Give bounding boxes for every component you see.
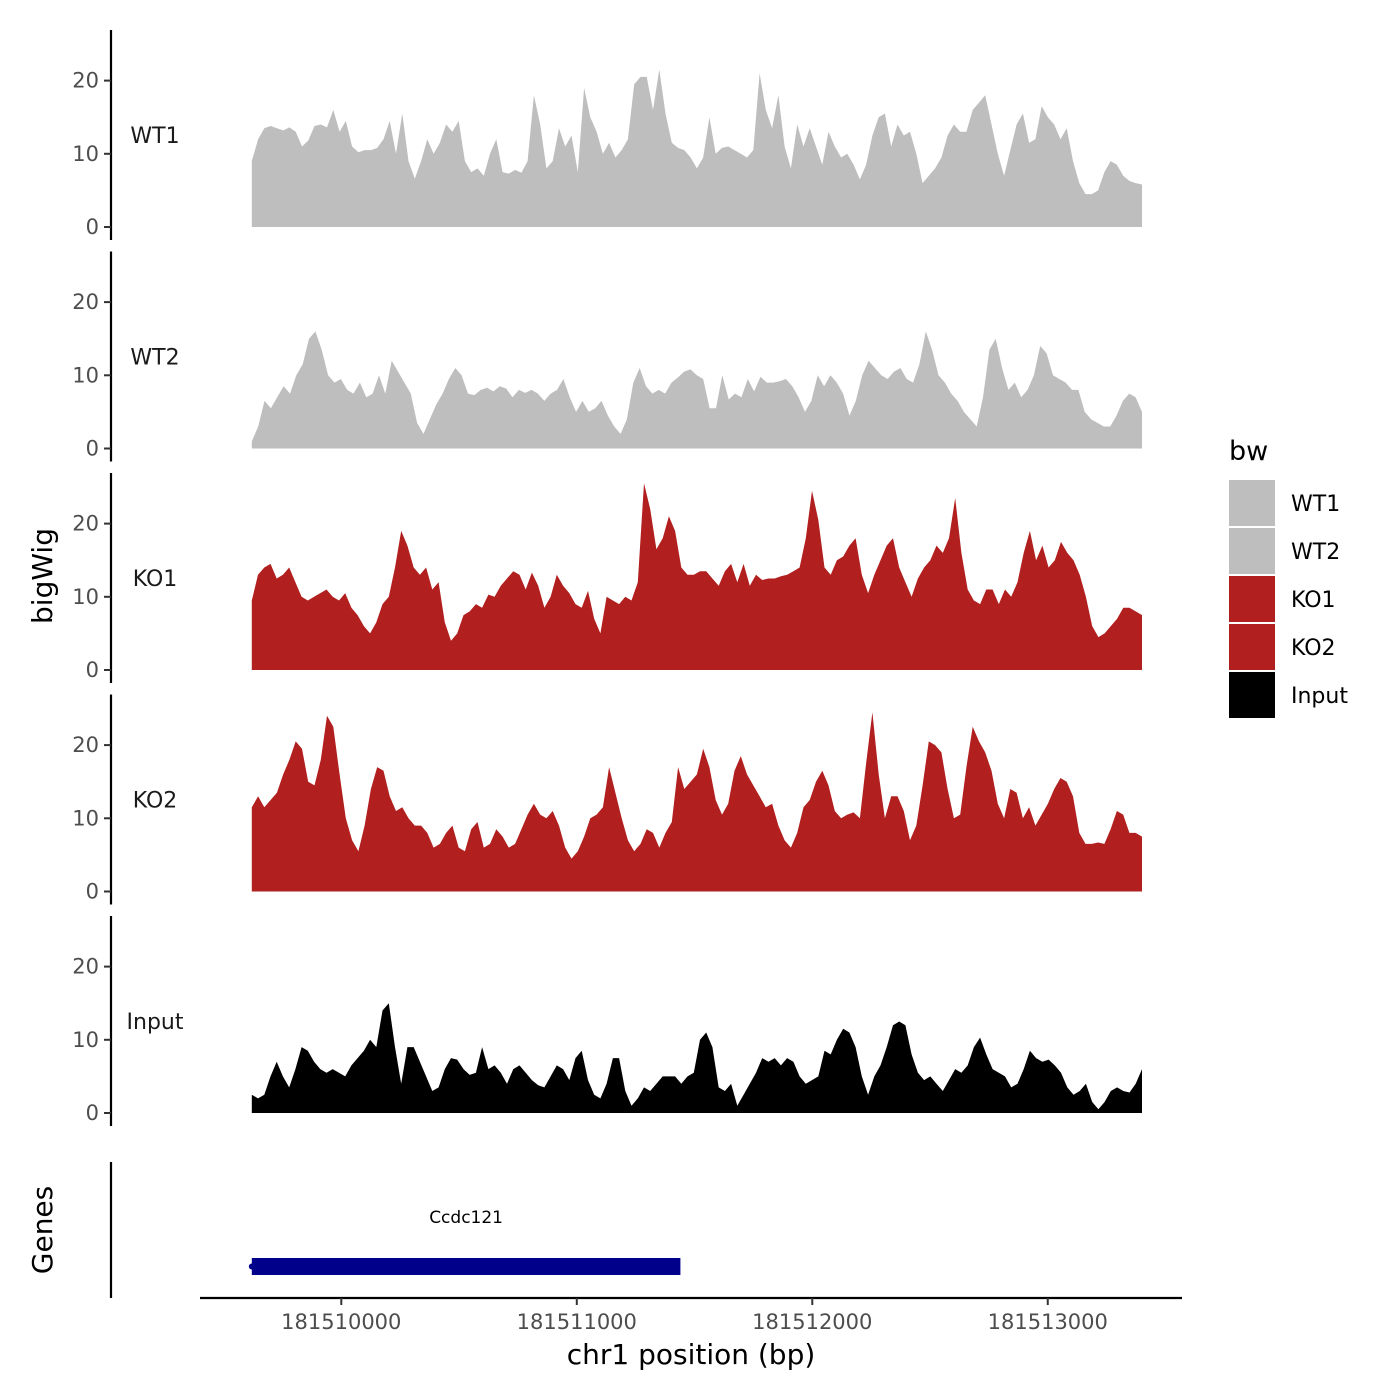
x-tick-label-181512000: 181512000 — [752, 1310, 872, 1334]
y-tick-label-ko1-0: 0 — [86, 658, 99, 682]
track-ko1: 0 10 20 KO1 — [72, 473, 1143, 683]
y-tick-label-wt2-10: 10 — [72, 363, 99, 387]
legend-label-input: Input — [1291, 684, 1348, 709]
genes-axis-label: Genes — [26, 1186, 59, 1274]
track-label-ko1: KO1 — [133, 567, 178, 592]
legend-label-wt2: WT2 — [1291, 540, 1340, 565]
y-tick-label-input-20: 20 — [72, 955, 99, 979]
track-label-wt2: WT2 — [130, 346, 179, 371]
track-label-input: Input — [127, 1010, 184, 1035]
legend-entries: WT1 WT2 KO1 KO2 Input — [1229, 480, 1348, 718]
legend-label-ko2: KO2 — [1291, 636, 1336, 661]
x-axis: 181510000 181511000 181512000 181513000 chr… — [200, 1296, 1182, 1371]
signal-area-wt1 — [251, 69, 1143, 227]
y-tick-label-ko1-10: 10 — [72, 585, 99, 609]
x-tick-label-181510000: 181510000 — [281, 1310, 401, 1334]
track-wt1: 0 10 20 WT1 — [72, 30, 1143, 240]
signal-tracks: 0 10 20 WT1 0 10 20 WT2 0 10 20 KO1 0 10 20 KO2 0 10 20 Inp… — [72, 30, 1143, 1126]
track-label-wt1: WT1 — [130, 124, 179, 149]
legend-label-wt1: WT1 — [1291, 492, 1340, 517]
x-tick-label-181511000: 181511000 — [517, 1310, 637, 1334]
legend-title: bw — [1229, 436, 1268, 467]
y-tick-label-wt2-0: 0 — [86, 437, 99, 461]
legend-label-ko1: KO1 — [1291, 588, 1336, 613]
legend-swatch-wt2 — [1229, 528, 1275, 574]
x-ticks: 181510000 181511000 181512000 181513000 — [281, 1298, 1108, 1334]
x-tick-label-181513000: 181513000 — [988, 1310, 1108, 1334]
track-ko2: 0 10 20 KO2 — [72, 694, 1143, 905]
legend-swatch-wt1 — [1229, 480, 1275, 526]
y-tick-label-wt1-0: 0 — [86, 215, 99, 239]
y-axis-title: bigWig — [26, 528, 59, 624]
signal-area-ko1 — [251, 483, 1143, 670]
track-input: 0 10 20 Input — [72, 916, 1143, 1126]
legend-swatch-ko2 — [1229, 624, 1275, 670]
signal-area-ko2 — [251, 712, 1143, 892]
track-label-ko2: KO2 — [133, 789, 178, 814]
y-tick-label-input-0: 0 — [86, 1101, 99, 1125]
y-tick-label-wt1-10: 10 — [72, 142, 99, 166]
y-tick-label-input-10: 10 — [72, 1028, 99, 1052]
track-wt2: 0 10 20 WT2 — [72, 251, 1143, 462]
signal-area-input — [251, 1003, 1143, 1113]
gene-track: Genes Ccdc121 — [26, 1162, 681, 1298]
gene-label-ccdc121: Ccdc121 — [429, 1208, 503, 1228]
y-tick-label-wt2-20: 20 — [72, 290, 99, 314]
y-tick-label-ko2-10: 10 — [72, 806, 99, 830]
legend-swatch-ko1 — [1229, 576, 1275, 622]
gene-models: Ccdc121 — [248, 1208, 681, 1275]
legend-swatch-input — [1229, 672, 1275, 718]
gene-body-ccdc121 — [251, 1258, 681, 1275]
signal-area-wt2 — [251, 331, 1143, 449]
y-tick-label-ko2-20: 20 — [72, 733, 99, 757]
y-tick-label-ko2-0: 0 — [86, 880, 99, 904]
gene-strand-marker-ccdc121 — [248, 1263, 255, 1270]
legend: bw WT1 WT2 KO1 KO2 Input — [1229, 436, 1348, 718]
x-axis-title: chr1 position (bp) — [567, 1338, 816, 1371]
y-tick-label-wt1-20: 20 — [72, 69, 99, 93]
y-tick-label-ko1-20: 20 — [72, 512, 99, 536]
